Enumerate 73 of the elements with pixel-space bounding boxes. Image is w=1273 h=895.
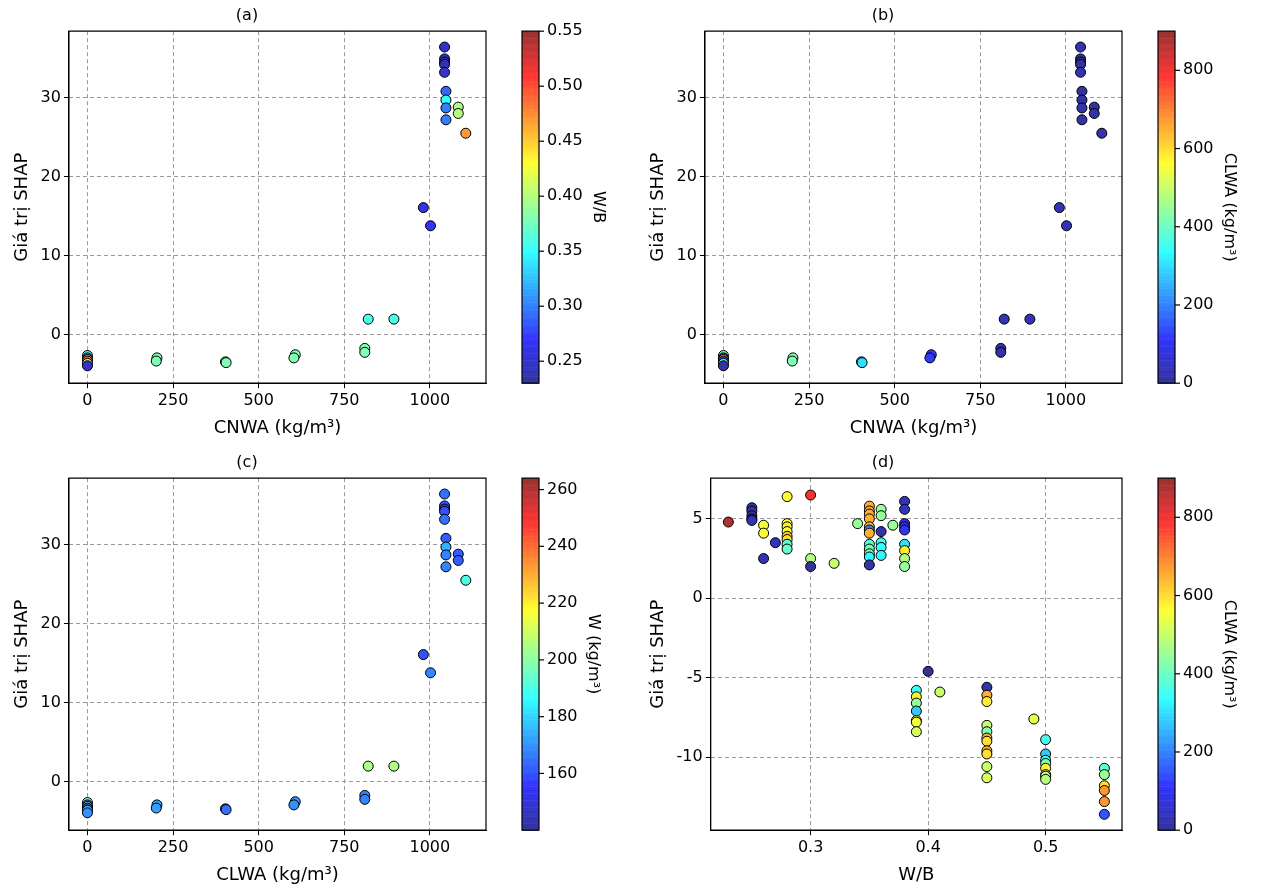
x-tick-label: 750 <box>328 389 360 409</box>
y-tick-label: 10 <box>676 245 697 264</box>
x-tick-label: 1000 <box>409 836 451 856</box>
x-tick-label: 0.3 <box>797 836 824 856</box>
x-axis-title: CNWA (kg/m³) <box>213 415 342 437</box>
y-tick-label: 0 <box>50 324 61 344</box>
color-bar-label: 400 <box>1183 662 1214 682</box>
color-bar-title: CLWA (kg/m³) <box>1221 599 1241 709</box>
y-tick-label: 0 <box>686 324 697 344</box>
y-tick-label: 20 <box>676 165 697 185</box>
y-tick-label: 10 <box>40 245 61 264</box>
color-bar-label: 0.55 <box>547 20 583 40</box>
y-tick-label: 20 <box>40 612 61 632</box>
y-axis-title: Giá trị SHAP <box>10 599 32 709</box>
y-tick-label: 5 <box>692 508 703 528</box>
y-tick-label: -10 <box>676 746 703 766</box>
color-bar-label: 220 <box>547 592 578 612</box>
x-tick-label: 750 <box>964 389 996 409</box>
x-tick-label: 0.4 <box>915 836 941 856</box>
x-axis-title: CLWA (kg/m³) <box>216 862 339 884</box>
color-bar-label: 200 <box>1183 741 1214 761</box>
color-bar-label: 800 <box>1183 59 1214 79</box>
color-bar-label: 800 <box>1183 506 1214 526</box>
chart-title: (d) <box>871 451 895 471</box>
x-tick-label: 0 <box>718 389 729 409</box>
color-bar-label: 0 <box>1183 819 1194 839</box>
x-tick-label: 250 <box>157 836 189 856</box>
y-axis-title: Giá trị SHAP <box>646 599 668 709</box>
y-tick-label: 20 <box>40 165 61 185</box>
color-bar-label: 0.30 <box>547 295 583 315</box>
color-bar-label: 0.25 <box>547 350 583 370</box>
color-bar-title: CLWA (kg/m³) <box>1221 152 1241 262</box>
color-bar-title: W/B <box>590 191 610 224</box>
color-bar-label: 0.45 <box>547 130 583 150</box>
chart-title: (b) <box>871 4 895 24</box>
x-tick-label: 0 <box>82 836 93 856</box>
x-tick-label: 500 <box>879 389 910 409</box>
color-bar-label: 600 <box>1183 584 1214 604</box>
x-tick-label: 500 <box>243 389 274 409</box>
color-bar-label: 0.50 <box>547 75 583 95</box>
chart-title: (c) <box>236 451 258 471</box>
x-axis-title: W/B <box>898 862 935 884</box>
y-axis-title: Giá trị SHAP <box>646 152 668 262</box>
y-axis-title: Giá trị SHAP <box>10 152 32 262</box>
y-tick-label: 30 <box>40 533 61 553</box>
x-tick-label: 0.5 <box>1032 836 1059 856</box>
color-bar-label: 0 <box>1183 372 1194 392</box>
color-bar-label: 200 <box>1183 294 1214 314</box>
x-tick-label: 750 <box>328 836 360 856</box>
x-tick-label: 1000 <box>1045 389 1087 409</box>
y-tick-label: 30 <box>40 86 61 106</box>
y-tick-label: 30 <box>676 86 697 106</box>
color-bar-label: 0.40 <box>547 185 583 205</box>
x-tick-label: 1000 <box>409 389 451 409</box>
color-bar-label: 180 <box>547 705 578 725</box>
color-bar-label: 600 <box>1183 137 1214 157</box>
x-tick-label: 250 <box>793 389 825 409</box>
y-tick-label: -5 <box>686 666 703 686</box>
color-bar-label: 260 <box>547 478 578 498</box>
chart-title: (a) <box>235 4 259 24</box>
color-bar-title: W (kg/m³) <box>585 614 605 695</box>
y-tick-label: 0 <box>50 771 61 791</box>
x-tick-label: 500 <box>243 836 274 856</box>
x-tick-label: 250 <box>157 389 189 409</box>
color-bar-label: 0.35 <box>547 240 583 260</box>
color-bar-label: 400 <box>1183 215 1214 235</box>
x-tick-label: 0 <box>82 389 93 409</box>
color-bar-label: 200 <box>547 649 578 669</box>
y-tick-label: 0 <box>692 587 703 607</box>
x-axis-title: CNWA (kg/m³) <box>849 415 978 437</box>
color-bar-label: 160 <box>547 762 578 782</box>
y-tick-label: 10 <box>40 692 61 711</box>
color-bar-label: 240 <box>547 535 578 555</box>
